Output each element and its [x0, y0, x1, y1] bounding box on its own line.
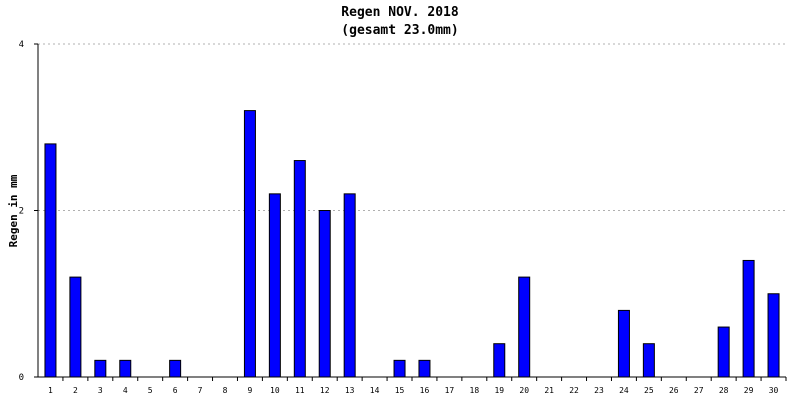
chart-title: Regen NOV. 2018	[341, 5, 459, 20]
bar-day-16	[418, 359, 431, 378]
chart-subtitle: (gesamt 23.0mm)	[341, 23, 459, 38]
x-tick-label: 18	[470, 386, 480, 395]
y-tick-label: 4	[19, 40, 24, 50]
x-tick-label: 27	[694, 386, 704, 395]
bars	[44, 110, 780, 378]
x-tick-label: 8	[223, 386, 228, 395]
x-tick-label: 9	[248, 386, 253, 395]
bar-day-29	[742, 259, 755, 378]
x-tick-label: 26	[669, 386, 679, 395]
x-tick-label: 16	[420, 386, 430, 395]
bar-day-6	[169, 359, 182, 378]
x-tick-label: 29	[744, 386, 754, 395]
x-tick-label: 24	[619, 386, 629, 395]
x-tick-label: 19	[494, 386, 504, 395]
bar-day-11	[293, 160, 306, 378]
grid-lines	[38, 43, 786, 211]
x-tick-label: 30	[769, 386, 779, 395]
x-tick-label: 6	[173, 386, 178, 395]
x-tick-label: 2	[73, 386, 78, 395]
bar-day-19	[493, 343, 506, 378]
bar-day-4	[119, 359, 132, 378]
x-tick-label: 7	[198, 386, 203, 395]
bar-day-20	[518, 276, 531, 378]
x-tick-label: 23	[594, 386, 604, 395]
x-tick-label: 14	[370, 386, 380, 395]
x-tick-label: 12	[320, 386, 330, 395]
x-tick-label: 20	[519, 386, 529, 395]
bar-day-25	[642, 343, 655, 378]
bar-day-10	[268, 193, 281, 378]
x-tick-label: 22	[569, 386, 579, 395]
bar-day-24	[617, 309, 630, 378]
y-tick-label: 2	[19, 207, 24, 217]
x-tick-label: 15	[395, 386, 405, 395]
x-tick-label: 25	[644, 386, 654, 395]
bar-day-1	[44, 143, 57, 378]
x-tick-label: 4	[123, 386, 128, 395]
axes	[34, 43, 787, 381]
x-tick-label: 28	[719, 386, 729, 395]
bar-day-30	[767, 293, 780, 378]
x-tick-label: 3	[98, 386, 103, 395]
x-tick-label: 11	[295, 386, 305, 395]
x-tick-label: 13	[345, 386, 355, 395]
bar-day-28	[717, 326, 730, 378]
bar-day-3	[94, 359, 107, 378]
y-tick-label: 0	[19, 373, 24, 383]
bar-day-13	[343, 193, 356, 378]
bar-day-15	[393, 359, 406, 378]
bar-day-2	[69, 276, 82, 378]
x-tick-label: 1	[48, 386, 53, 395]
x-tick-label: 17	[445, 386, 455, 395]
x-tick-label: 5	[148, 386, 153, 395]
bar-day-9	[243, 110, 256, 378]
bar-day-12	[318, 210, 331, 378]
y-axis-label: Regen in mm	[7, 174, 20, 247]
x-tick-label: 21	[544, 386, 554, 395]
x-tick-label: 10	[270, 386, 280, 395]
